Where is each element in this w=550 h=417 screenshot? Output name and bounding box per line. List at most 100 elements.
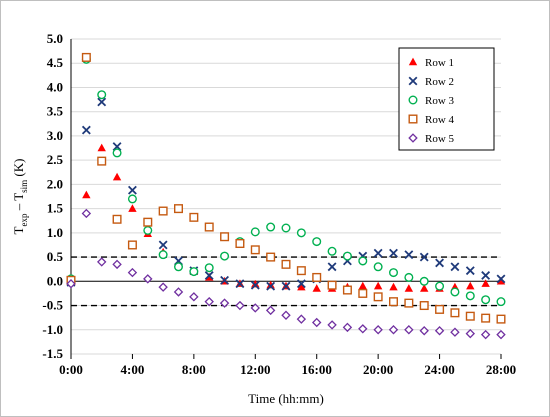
data-point-row-3: [204, 263, 214, 273]
data-point-row-4: [312, 272, 322, 282]
data-point-row-5: [219, 298, 230, 308]
data-point-row-5: [311, 317, 322, 328]
x-marker-stroke: [408, 76, 418, 86]
x-marker-stroke: [496, 274, 506, 284]
data-point-row-4: [266, 252, 276, 262]
data-point-row-3: [450, 287, 460, 297]
data-point-row-2: [496, 274, 506, 284]
data-point-row-5: [189, 292, 199, 302]
data-point-row-5: [434, 326, 445, 336]
data-point-row-3: [312, 237, 322, 247]
data-point-row-3: [250, 227, 260, 237]
data-point-row-4: [127, 240, 137, 250]
data-point-row-4: [81, 52, 91, 62]
x-marker-stroke: [419, 252, 429, 262]
data-point-row-4: [481, 313, 491, 323]
x-marker-stroke: [465, 266, 475, 276]
y-axis-title-base: T: [11, 226, 26, 234]
x-marker-stroke: [220, 275, 230, 285]
data-point-row-5: [127, 267, 138, 278]
data-point-row-3: [266, 222, 276, 232]
data-point-row-4: [220, 232, 230, 242]
tick-labels: -1.5 -1.0 -0.5 0.0 0.5 1.0 1.5 2.0 2.5 3.0 3.5 4.0 4…: [42, 31, 516, 377]
x-marker-stroke: [404, 250, 414, 260]
data-point-row-3: [127, 194, 137, 204]
data-point-row-2: [373, 248, 383, 258]
data-point-row-5: [158, 282, 168, 292]
legend-entry-row-1: Row 1: [408, 57, 454, 69]
data-point-row-3: [97, 90, 107, 100]
data-point-row-5: [342, 322, 353, 333]
y-tick-label: 2.0: [47, 176, 63, 191]
legend-marker: [408, 114, 418, 124]
data-point-row-4: [373, 292, 383, 302]
data-point-row-5: [465, 328, 476, 339]
data-point-row-5: [250, 303, 261, 313]
data-point-row-1: [112, 172, 122, 181]
data-point-row-2: [404, 250, 414, 260]
data-point-row-5: [81, 208, 92, 219]
y-axis-title-mid: – T: [11, 193, 26, 214]
x-tick-label: 28:00: [486, 362, 516, 377]
data-point-row-1: [82, 190, 91, 199]
data-point-row-2: [97, 97, 107, 107]
data-point-row-4: [358, 288, 368, 298]
data-point-row-4: [389, 297, 399, 307]
x-tick-label: 0:00: [59, 362, 83, 377]
data-point-row-1: [358, 281, 367, 290]
data-point-row-5: [66, 279, 76, 289]
data-point-row-2: [220, 275, 230, 285]
data-point-row-3: [189, 267, 199, 277]
data-point-row-4: [235, 239, 245, 249]
legend-label: Row 2: [425, 76, 454, 88]
x-marker-stroke: [112, 142, 122, 152]
data-point-row-4: [204, 222, 214, 232]
data-point-row-3: [327, 246, 337, 256]
legend-entry-row-2: Row 2: [408, 76, 454, 88]
data-point-row-3: [173, 262, 183, 272]
data-point-row-4: [97, 156, 107, 166]
axes: [70, 39, 502, 359]
y-tick-label: 1.0: [47, 225, 63, 240]
data-point-row-3: [373, 262, 383, 272]
x-marker-stroke: [235, 279, 245, 289]
data-point-row-5: [496, 329, 506, 340]
data-point-row-2: [250, 280, 260, 290]
data-point-row-1: [97, 143, 106, 152]
data-point-row-3: [465, 291, 475, 301]
x-marker-stroke: [127, 185, 137, 195]
x-marker-stroke: [450, 262, 460, 272]
y-tick-label: 0.5: [47, 249, 64, 264]
data-point-row-5: [143, 274, 153, 284]
data-point-row-1: [466, 281, 475, 290]
x-marker-stroke: [250, 280, 260, 290]
x-marker-stroke: [204, 271, 214, 280]
data-points: [66, 52, 506, 340]
data-point-row-4: [465, 311, 475, 321]
data-point-row-5: [388, 325, 399, 335]
data-point-row-5: [173, 287, 184, 297]
data-point-row-1: [373, 281, 383, 290]
data-point-row-1: [312, 284, 321, 292]
legend-entry-row-4: Row 4: [408, 114, 455, 126]
y-tick-label: -0.5: [42, 298, 63, 313]
data-point-row-4: [143, 217, 153, 227]
x-tick-label: 4:00: [121, 362, 145, 377]
data-point-row-2: [435, 258, 445, 268]
y-axis-title-sub1: exp: [19, 213, 29, 226]
legend-entry-row-5: Row 5: [408, 133, 455, 145]
grid-lines: [71, 38, 501, 355]
data-point-row-2: [112, 142, 122, 152]
y-tick-label: -1.0: [42, 322, 63, 337]
legend-label: Row 3: [425, 95, 455, 107]
data-point-row-4: [435, 304, 445, 314]
data-point-row-4: [496, 314, 506, 324]
data-point-row-2: [204, 271, 214, 280]
data-point-row-4: [173, 204, 183, 214]
data-point-row-3: [358, 256, 368, 266]
data-point-row-2: [327, 262, 337, 272]
data-point-row-5: [112, 259, 122, 270]
legend-marker: [408, 57, 418, 66]
data-point-row-1: [420, 284, 429, 292]
